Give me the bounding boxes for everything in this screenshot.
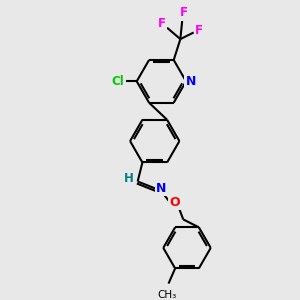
Text: CH₃: CH₃ — [157, 290, 176, 300]
Text: H: H — [124, 172, 134, 185]
Text: N: N — [156, 182, 167, 195]
Text: N: N — [186, 75, 196, 88]
Text: F: F — [158, 17, 165, 30]
Text: F: F — [180, 6, 188, 19]
Text: F: F — [195, 24, 203, 37]
Text: O: O — [169, 196, 180, 209]
Text: Cl: Cl — [111, 75, 124, 88]
